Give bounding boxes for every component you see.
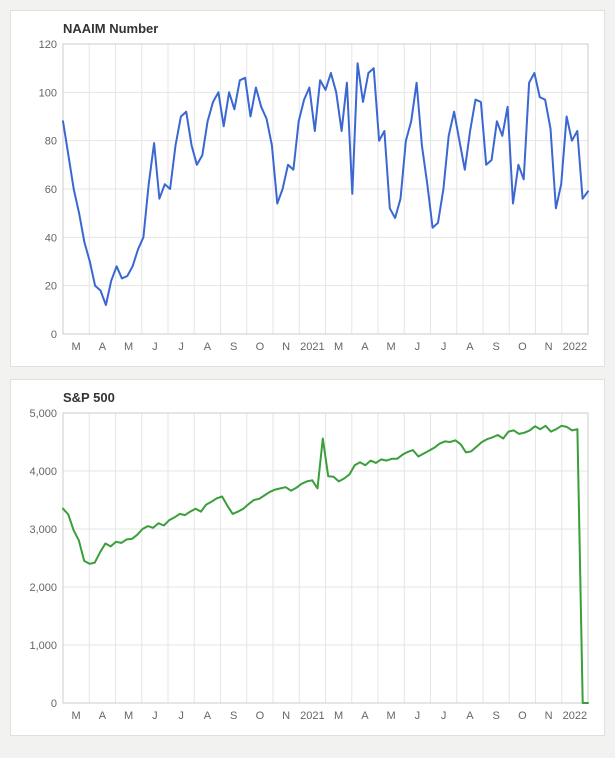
svg-text:M: M xyxy=(387,341,396,353)
svg-text:A: A xyxy=(204,710,212,722)
svg-text:S: S xyxy=(230,710,237,722)
svg-text:J: J xyxy=(178,341,184,353)
svg-text:2021: 2021 xyxy=(300,341,324,353)
svg-text:S: S xyxy=(492,341,499,353)
svg-text:J: J xyxy=(178,710,184,722)
svg-text:J: J xyxy=(152,341,158,353)
svg-text:80: 80 xyxy=(45,136,57,148)
svg-text:1,000: 1,000 xyxy=(29,640,57,652)
svg-text:O: O xyxy=(256,710,265,722)
svg-text:M: M xyxy=(124,710,133,722)
svg-text:N: N xyxy=(282,710,290,722)
svg-text:N: N xyxy=(282,341,290,353)
sp500-chart-title: S&P 500 xyxy=(63,390,592,405)
svg-text:A: A xyxy=(204,341,212,353)
svg-text:A: A xyxy=(99,710,107,722)
svg-text:S: S xyxy=(230,341,237,353)
svg-text:60: 60 xyxy=(45,184,57,196)
svg-text:O: O xyxy=(256,341,265,353)
sp500-chart-svg: 0 1,000 2,000 3,000 4,000 5,000 M A M J J A S O N 2021 M… xyxy=(23,409,598,731)
naaim-chart-title: NAAIM Number xyxy=(63,21,592,36)
svg-text:M: M xyxy=(124,341,133,353)
svg-text:2021: 2021 xyxy=(300,710,324,722)
sp500-chart-panel: S&P 500 0 1,000 2,000 3,000 4,000 5,000 M A M J J A… xyxy=(10,379,605,736)
naaim-chart-svg: 0 20 40 60 80 100 120 M A M J J A S O N 2021 M A M J J A S O N 202… xyxy=(23,40,598,362)
svg-text:2022: 2022 xyxy=(563,341,587,353)
svg-text:J: J xyxy=(441,341,447,353)
svg-text:120: 120 xyxy=(39,40,57,51)
svg-text:M: M xyxy=(72,710,81,722)
svg-text:0: 0 xyxy=(51,329,57,341)
svg-text:A: A xyxy=(466,710,474,722)
naaim-chart-panel: NAAIM Number 0 20 40 60 80 100 120 M A M J J A S O N 202… xyxy=(10,10,605,367)
svg-text:O: O xyxy=(518,710,527,722)
svg-text:3,000: 3,000 xyxy=(29,524,57,536)
svg-text:A: A xyxy=(361,710,369,722)
svg-text:4,000: 4,000 xyxy=(29,466,57,478)
svg-text:N: N xyxy=(545,341,553,353)
svg-text:M: M xyxy=(334,710,343,722)
svg-text:2022: 2022 xyxy=(563,710,587,722)
svg-text:M: M xyxy=(334,341,343,353)
svg-text:5,000: 5,000 xyxy=(29,409,57,420)
svg-text:20: 20 xyxy=(45,281,57,293)
svg-text:J: J xyxy=(441,710,447,722)
svg-text:A: A xyxy=(99,341,107,353)
svg-text:S: S xyxy=(492,710,499,722)
svg-text:M: M xyxy=(72,341,81,353)
svg-text:O: O xyxy=(518,341,527,353)
svg-text:J: J xyxy=(152,710,158,722)
svg-text:2,000: 2,000 xyxy=(29,582,57,594)
svg-text:A: A xyxy=(466,341,474,353)
svg-text:J: J xyxy=(415,710,421,722)
svg-text:40: 40 xyxy=(45,232,57,244)
svg-text:J: J xyxy=(415,341,421,353)
svg-text:100: 100 xyxy=(39,87,57,99)
svg-text:N: N xyxy=(545,710,553,722)
svg-text:M: M xyxy=(387,710,396,722)
svg-text:A: A xyxy=(361,341,369,353)
svg-text:0: 0 xyxy=(51,698,57,710)
